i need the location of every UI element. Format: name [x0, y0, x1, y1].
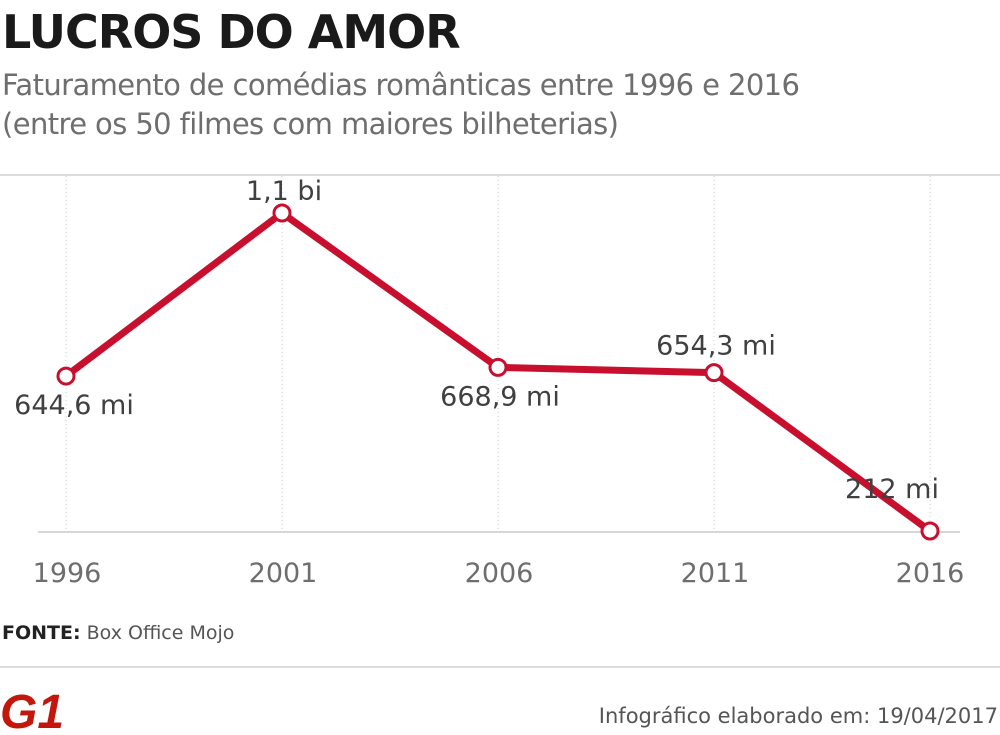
source-label: FONTE: [2, 622, 81, 644]
x-axis-ticks: 1996 2001 2006 2011 2016 [33, 558, 965, 589]
data-point-2011 [704, 363, 724, 383]
g1-logo: G1 [0, 688, 64, 732]
source-note: FONTE: Box Office Mojo [2, 622, 234, 644]
source-value: Box Office Mojo [86, 622, 235, 644]
grid-lines [38, 176, 960, 533]
chart-title: LUCROS DO AMOR [2, 5, 461, 59]
g1-logo-text: G1 [0, 688, 64, 732]
credit-note: Infográfico elaborado em: 19/04/2017 [598, 704, 998, 728]
data-label-2001: 1,1 bi [246, 176, 322, 207]
subtitle-line-1: Faturamento de comédias românticas entre… [2, 68, 800, 102]
data-labels: 644,6 mi 1,1 bi 668,9 mi 654,3 mi 212 mi [14, 176, 939, 505]
subtitle-line-2: (entre os 50 filmes com maiores bilheter… [2, 107, 619, 141]
bottom-divider [0, 666, 1000, 668]
data-point-2016 [920, 521, 940, 541]
x-tick-2011: 2011 [681, 558, 750, 589]
x-tick-2016: 2016 [896, 558, 965, 589]
data-label-1996: 644,6 mi [14, 390, 134, 421]
top-divider [0, 174, 1000, 176]
data-label-2011: 654,3 mi [656, 331, 776, 362]
x-tick-1996: 1996 [33, 558, 102, 589]
data-label-2016: 212 mi [845, 474, 939, 505]
x-tick-2001: 2001 [249, 558, 318, 589]
data-label-2006: 668,9 mi [440, 381, 560, 412]
data-point-1996 [56, 366, 76, 386]
x-tick-2006: 2006 [465, 558, 534, 589]
data-point-2006 [488, 357, 508, 377]
data-points [56, 203, 940, 541]
data-point-2001 [272, 203, 292, 223]
chart-subtitle: Faturamento de comédias românticas entre… [2, 66, 998, 144]
line-chart: 644,6 mi 1,1 bi 668,9 mi 654,3 mi 212 mi 199… [14, 176, 965, 589]
